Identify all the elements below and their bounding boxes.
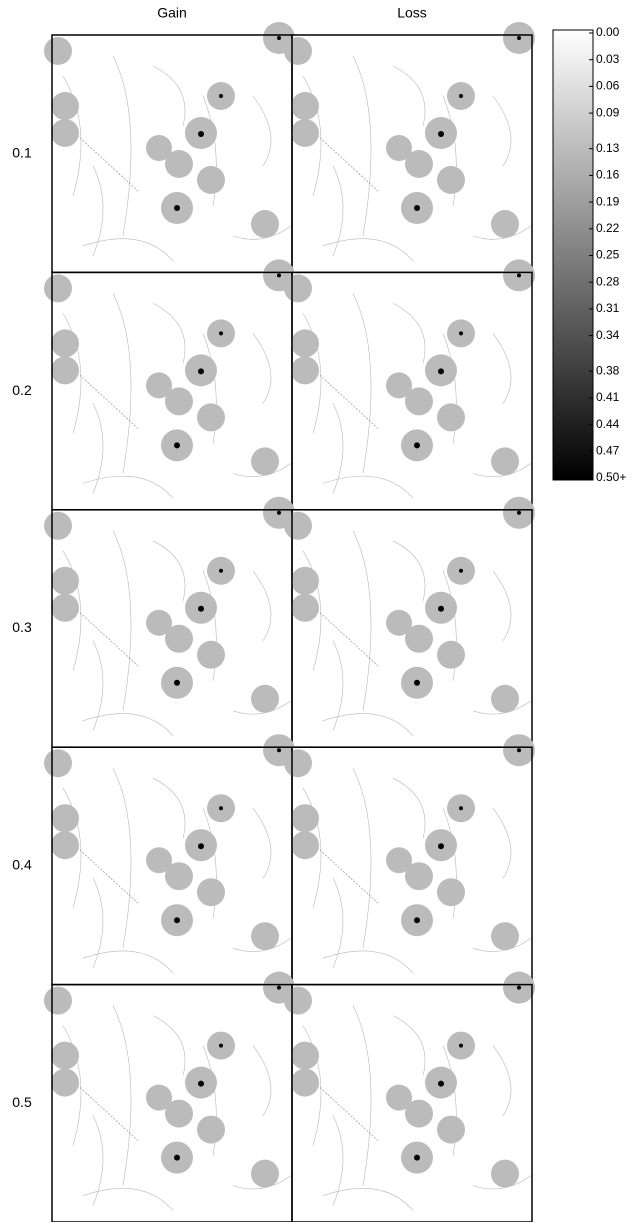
row-label: 0.2: [12, 382, 32, 398]
image-panel: [284, 259, 535, 508]
row-label: 0.4: [12, 857, 32, 873]
image-panel: [44, 497, 295, 746]
image-panel: [44, 22, 295, 271]
image-panel: [284, 734, 535, 983]
column-header: Gain: [157, 5, 187, 21]
image-panel: [44, 259, 295, 508]
colorbar-tick-label: 0.22: [596, 221, 620, 235]
colorbar-tick-label: 0.47: [596, 443, 620, 457]
colorbar: [553, 30, 593, 480]
row-label: 0.1: [12, 144, 32, 160]
colorbar-tick-label: 0.13: [596, 141, 620, 155]
colorbar-tick-label: 0.41: [596, 390, 620, 404]
row-label: 0.3: [12, 619, 32, 635]
colorbar-tick-label: 0.28: [596, 274, 620, 288]
image-panel: [284, 22, 535, 271]
colorbar-tick-label: 0.38: [596, 363, 620, 377]
colorbar-tick-label: 0.16: [596, 168, 620, 182]
image-panel: [284, 972, 535, 1221]
colorbar-tick-label: 0.00: [596, 25, 620, 39]
colorbar-tick-label: 0.31: [596, 301, 620, 315]
colorbar-tick-label: 0.09: [596, 105, 620, 119]
image-panel: [44, 734, 295, 983]
colorbar-tick-label: 0.50+: [596, 470, 626, 484]
colorbar-tick-label: 0.06: [596, 79, 620, 93]
colorbar-tick-label: 0.34: [596, 328, 620, 342]
colorbar-tick-label: 0.44: [596, 417, 620, 431]
image-panel: [44, 972, 295, 1221]
colorbar-tick-label: 0.25: [596, 248, 620, 262]
row-label: 0.5: [12, 1094, 32, 1110]
image-panel: [284, 497, 535, 746]
colorbar-tick-label: 0.03: [596, 52, 620, 66]
colorbar-tick-label: 0.19: [596, 194, 620, 208]
column-header: Loss: [397, 5, 427, 21]
figure: Gain Loss 0.1 0.2 0.3 0.4 0.5 0.00 0.03 0.06 0.09 0…: [0, 0, 642, 1222]
